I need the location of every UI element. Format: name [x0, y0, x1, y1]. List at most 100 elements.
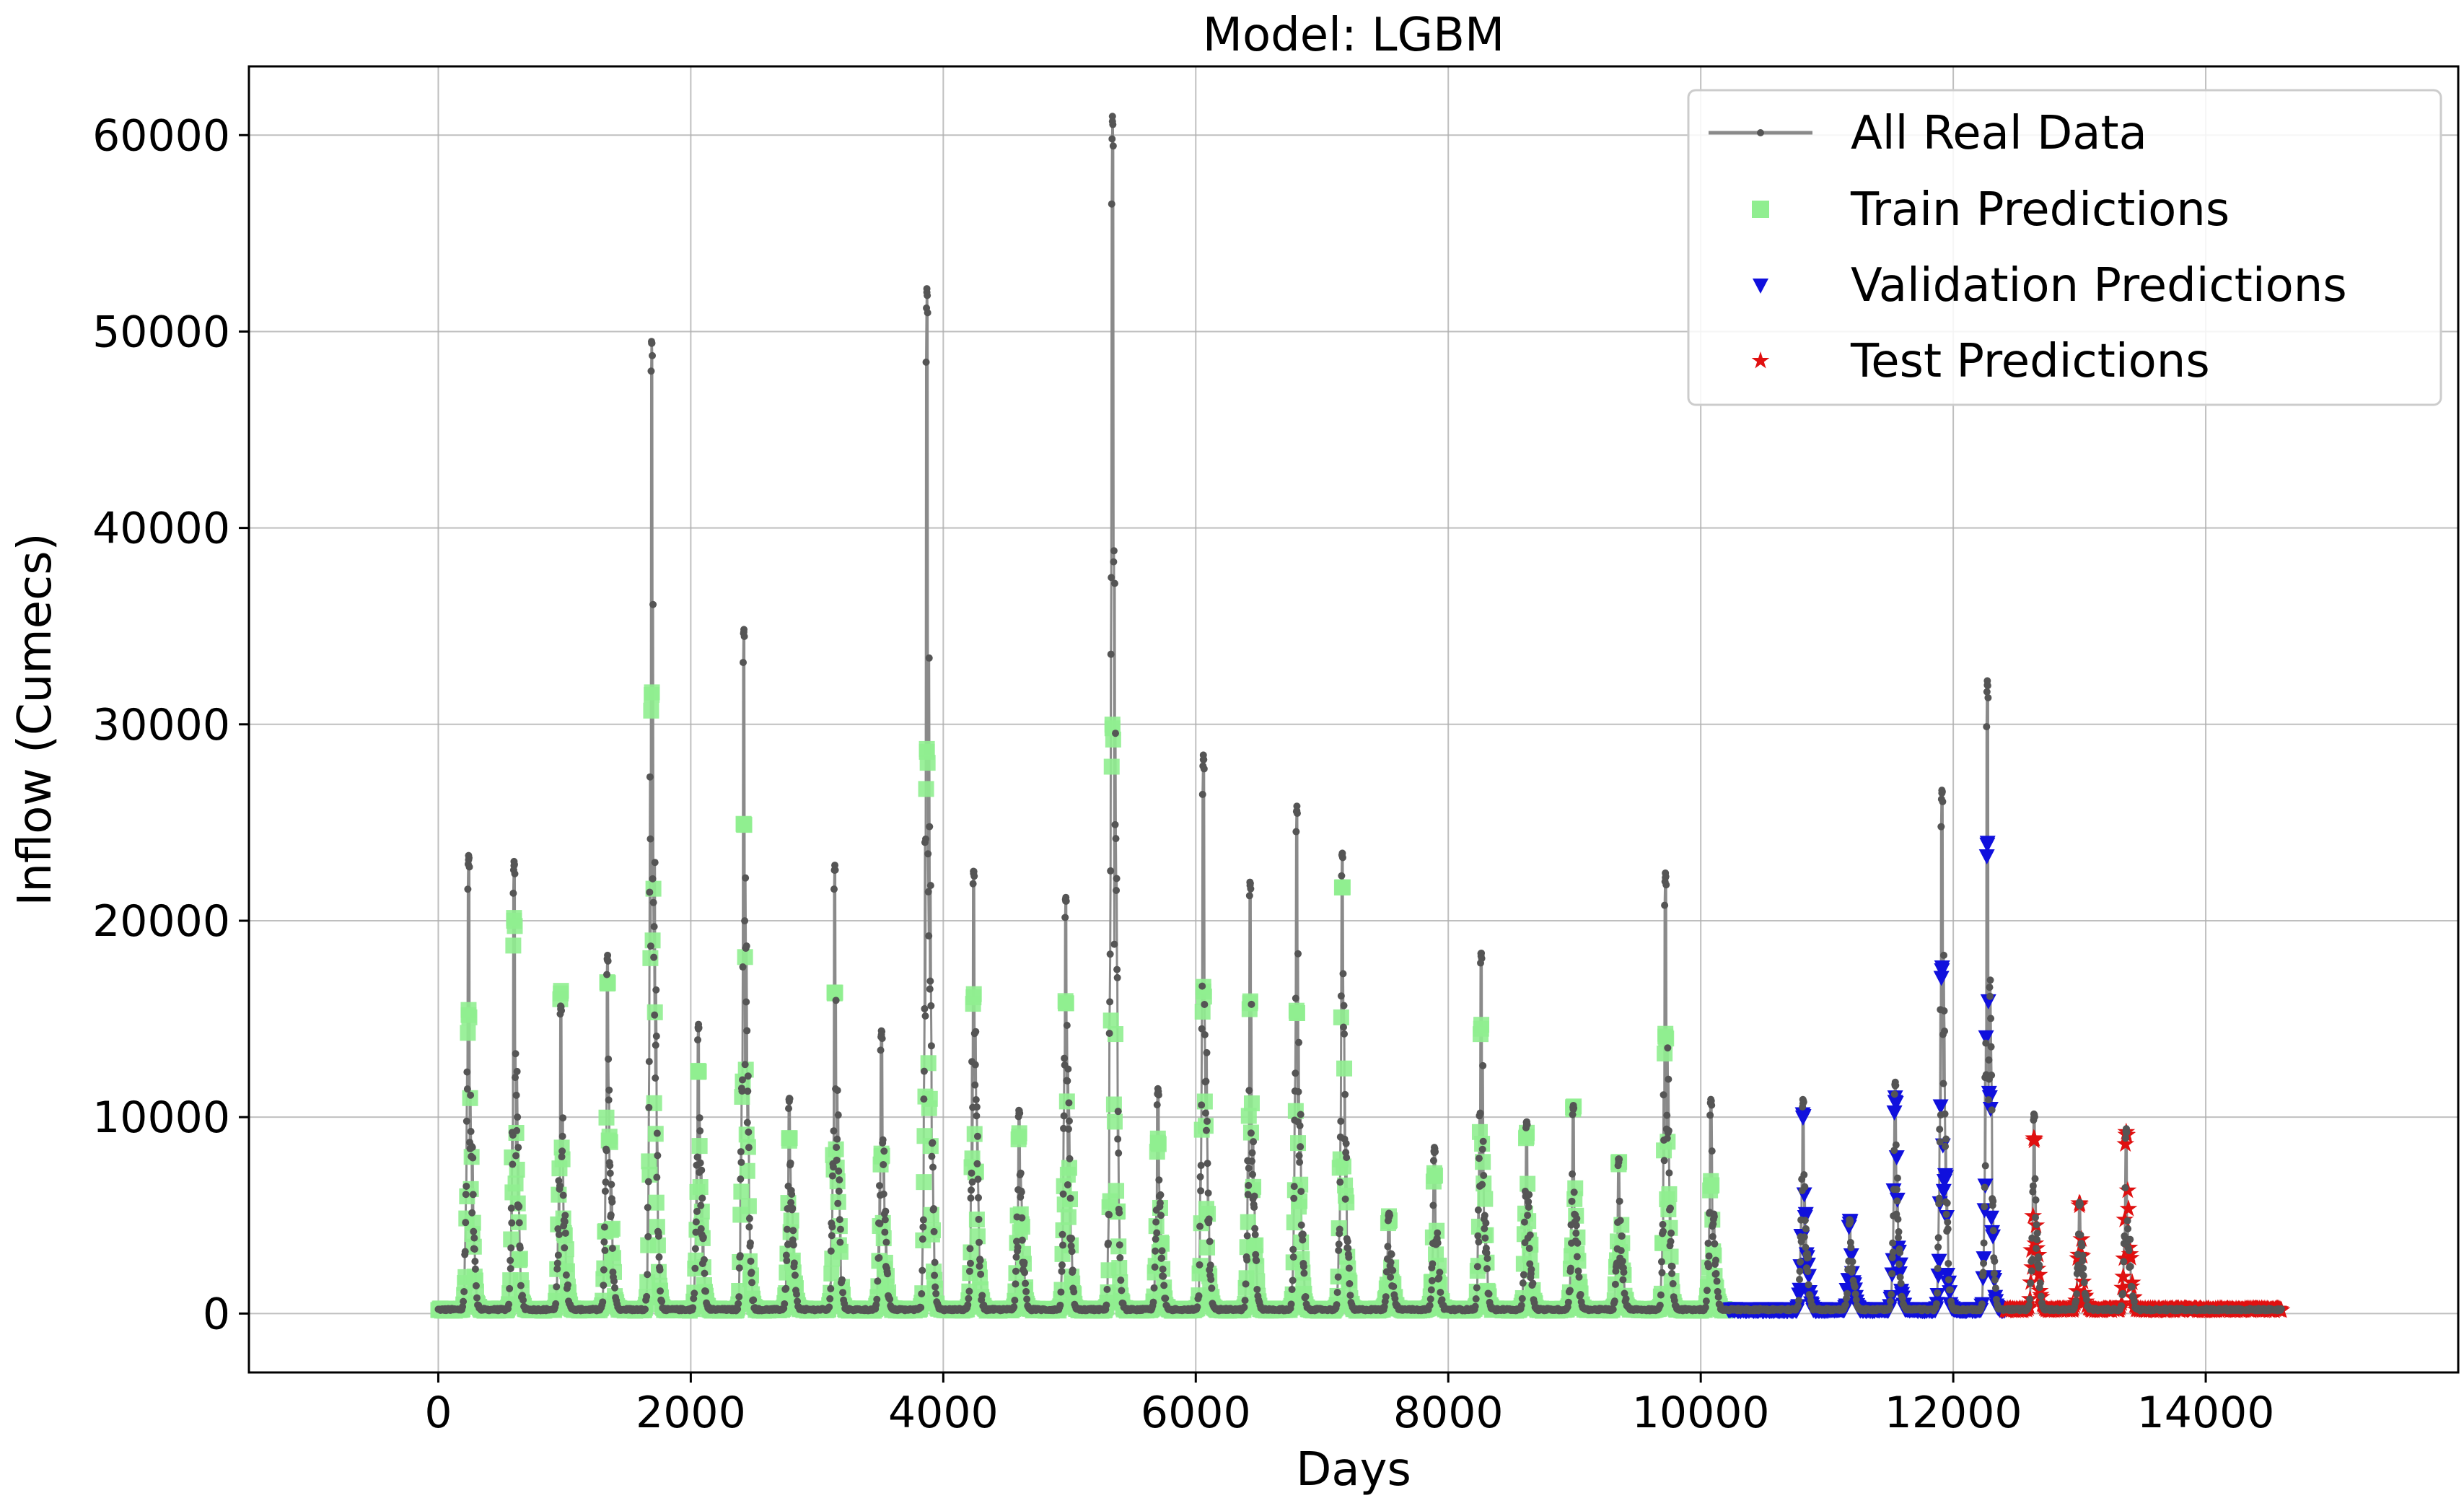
real-data-point — [508, 1219, 516, 1227]
real-data-point — [1889, 1239, 1897, 1247]
real-data-point — [1569, 1111, 1577, 1118]
real-data-point — [833, 1135, 841, 1143]
train-prediction-point — [1108, 1183, 1125, 1199]
real-data-point — [1289, 1253, 1297, 1261]
real-data-point — [1198, 982, 1206, 990]
real-data-point — [1070, 1288, 1078, 1296]
real-data-point — [461, 1248, 469, 1256]
train-prediction-point — [740, 1198, 757, 1214]
real-data-point — [599, 1298, 607, 1306]
real-data-point — [1299, 1236, 1307, 1244]
real-data-point — [919, 1216, 927, 1224]
real-data-point — [646, 942, 654, 950]
real-data-point — [1197, 1187, 1205, 1195]
real-data-point — [1203, 1048, 1211, 1056]
real-data-point — [514, 1113, 522, 1121]
train-prediction-point — [1103, 758, 1120, 775]
real-data-point — [515, 1202, 523, 1210]
real-data-point — [1243, 1232, 1251, 1240]
real-data-point — [1434, 1239, 1442, 1247]
real-data-point — [470, 1245, 478, 1253]
real-data-point — [1898, 1295, 1906, 1302]
real-data-point — [781, 1300, 789, 1308]
real-data-point — [789, 1204, 797, 1212]
real-data-point — [464, 885, 472, 893]
real-data-point — [460, 1297, 468, 1305]
real-data-point — [607, 1211, 615, 1219]
real-data-point — [1338, 872, 1346, 880]
real-data-point — [1429, 1157, 1437, 1165]
real-data-point — [1064, 1077, 1071, 1085]
real-data-point — [1061, 914, 1069, 921]
real-data-point — [519, 1296, 527, 1304]
real-data-point — [1668, 1263, 1676, 1271]
real-data-point — [1714, 1293, 1722, 1301]
train-prediction-point — [965, 989, 982, 1006]
real-data-point — [1893, 1174, 1901, 1182]
real-data-point — [646, 888, 654, 896]
train-prediction-point — [1106, 1113, 1123, 1130]
real-data-point — [1251, 1225, 1259, 1232]
real-data-point — [558, 1147, 566, 1155]
real-data-point — [1245, 1087, 1253, 1095]
real-data-point — [1207, 1276, 1215, 1284]
train-prediction-point — [1240, 1108, 1257, 1124]
real-data-point — [741, 917, 749, 925]
real-data-point — [1714, 1287, 1722, 1295]
real-data-point — [1661, 901, 1669, 909]
real-data-point — [507, 1256, 514, 1264]
train-prediction-point — [921, 1090, 938, 1107]
real-data-point — [965, 1267, 973, 1275]
real-data-point — [656, 1266, 664, 1274]
real-data-point — [1848, 1264, 1856, 1272]
real-data-point — [1978, 1300, 1986, 1308]
real-data-point — [1253, 1285, 1261, 1293]
real-data-point — [926, 977, 934, 985]
real-data-point — [553, 1283, 561, 1291]
real-data-point — [652, 986, 660, 994]
real-data-point — [1292, 1069, 1299, 1077]
train-prediction-point — [1111, 1260, 1128, 1276]
real-data-point — [742, 998, 750, 1006]
real-data-point — [836, 1176, 843, 1184]
real-data-point — [693, 1207, 701, 1215]
real-data-point — [1111, 820, 1119, 828]
train-prediction-point — [1102, 1012, 1119, 1029]
real-data-point — [1018, 1214, 1026, 1222]
validation-prediction-point — [1794, 1111, 1811, 1126]
real-data-point — [1573, 1214, 1581, 1222]
validation-prediction-point — [1978, 1030, 1994, 1046]
real-data-point — [1294, 1087, 1302, 1095]
real-data-point — [1485, 1290, 1493, 1298]
real-data-point — [741, 1061, 749, 1069]
train-predictions-series — [430, 684, 1737, 1319]
train-prediction-point — [1662, 1248, 1679, 1265]
train-prediction-point — [1289, 1004, 1305, 1021]
real-data-point — [1065, 1117, 1073, 1125]
real-data-point — [932, 1289, 940, 1297]
real-data-point — [874, 1277, 882, 1285]
real-data-point — [1014, 1243, 1022, 1251]
real-data-point — [1342, 1139, 1350, 1147]
real-data-point — [506, 1284, 514, 1292]
real-data-point — [1572, 1222, 1580, 1230]
real-data-point — [1941, 1027, 1949, 1035]
real-data-point — [610, 1277, 618, 1285]
real-data-point — [1056, 1301, 1064, 1309]
real-data-point — [645, 1058, 653, 1066]
real-data-point — [1341, 1030, 1349, 1038]
real-data-point — [1113, 886, 1121, 894]
real-data-point — [649, 351, 657, 359]
real-data-point — [1249, 1170, 1257, 1178]
real-data-point — [1481, 1225, 1489, 1232]
train-prediction-point — [1058, 995, 1074, 1012]
real-data-point — [1022, 1287, 1030, 1295]
real-data-point — [785, 1105, 793, 1113]
train-prediction-point — [1477, 1191, 1494, 1207]
real-data-point — [1152, 1218, 1160, 1226]
real-data-point — [1345, 1253, 1353, 1261]
train-prediction-point — [1426, 1168, 1442, 1184]
real-data-point — [926, 985, 934, 993]
real-data-point — [917, 1304, 925, 1312]
real-data-point — [608, 1198, 616, 1206]
